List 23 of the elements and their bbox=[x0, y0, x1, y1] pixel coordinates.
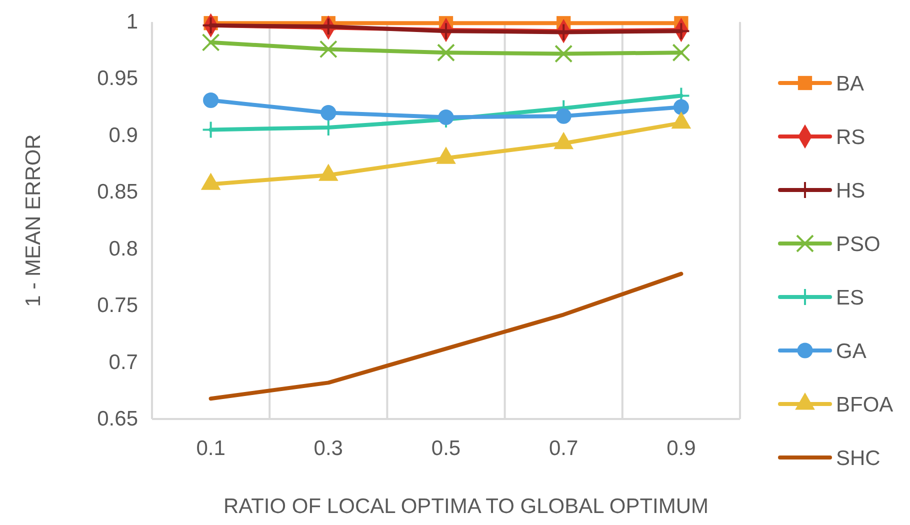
y-tick-label: 0.95 bbox=[97, 67, 138, 90]
y-tick-label: 0.7 bbox=[108, 350, 138, 374]
x-tick-label: 0.5 bbox=[431, 437, 461, 460]
legend-label: BA bbox=[836, 72, 864, 96]
legend-label: PSO bbox=[836, 232, 880, 256]
legend-label: HS bbox=[836, 179, 866, 202]
y-axis-title: 1 - MEAN ERROR bbox=[22, 134, 45, 307]
legend-label: GA bbox=[836, 340, 866, 363]
y-tick-label: 0.85 bbox=[97, 180, 138, 204]
y-tick-label: 0.75 bbox=[97, 294, 138, 318]
legend-label: ES bbox=[836, 286, 864, 310]
y-tick-label: 0.8 bbox=[108, 237, 138, 260]
legend-label: BFOA bbox=[836, 393, 894, 416]
y-tick-label: 1 bbox=[126, 10, 138, 34]
x-tick-label: 0.9 bbox=[666, 437, 696, 460]
x-tick-label: 0.1 bbox=[196, 437, 226, 460]
legend-label: RS bbox=[836, 126, 866, 149]
x-tick-label: 0.3 bbox=[314, 437, 343, 460]
legend-label: SHC bbox=[836, 446, 880, 470]
x-tick-label: 0.7 bbox=[549, 437, 578, 460]
y-tick-label: 0.65 bbox=[97, 408, 138, 430]
x-axis-title: RATIO OF LOCAL OPTIMA TO GLOBAL OPTIMUM bbox=[223, 495, 709, 518]
y-tick-label: 0.9 bbox=[108, 124, 138, 147]
